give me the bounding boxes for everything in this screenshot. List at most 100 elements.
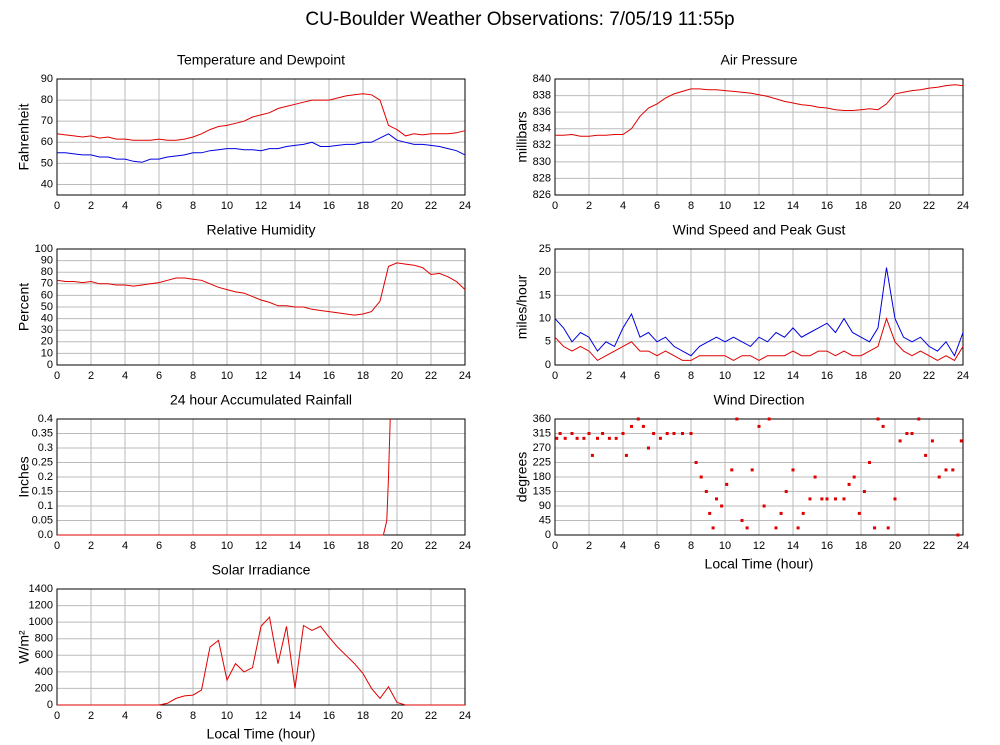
data-point <box>813 475 817 479</box>
data-line <box>56 262 466 316</box>
x-tick-label: 10 <box>221 710 233 722</box>
y-tick-label: 30 <box>41 324 53 336</box>
y-tick-label: 225 <box>533 456 551 468</box>
x-tick-label: 10 <box>719 200 731 212</box>
x-tick-label: 22 <box>425 200 437 212</box>
x-tick-label: 6 <box>156 200 162 212</box>
data-point <box>745 526 749 530</box>
data-point <box>699 475 703 479</box>
data-point <box>868 461 871 464</box>
y-tick-label: 0 <box>47 699 53 711</box>
x-tick-label: 12 <box>255 540 267 552</box>
y-tick-label: 90 <box>41 73 53 85</box>
x-tick-label: 6 <box>156 540 162 552</box>
y-tick-label: 20 <box>539 266 551 278</box>
plot-frame <box>56 588 466 706</box>
data-line <box>57 133 466 163</box>
data-point <box>944 468 948 472</box>
x-tick-label: 24 <box>459 540 471 552</box>
data-point <box>876 417 880 421</box>
data-point <box>762 504 766 508</box>
data-point <box>555 436 559 440</box>
chart-title: Wind Direction <box>713 392 804 408</box>
x-tick-label: 16 <box>323 710 335 722</box>
data-point <box>820 497 824 501</box>
x-tick-label: 18 <box>357 200 369 212</box>
x-tick-label: 20 <box>391 710 403 722</box>
x-tick-label: 10 <box>221 540 233 552</box>
chart-title: Temperature and Dewpoint <box>177 52 345 68</box>
data-point <box>917 417 921 421</box>
x-tick-label: 2 <box>586 370 592 382</box>
x-tick-label: 2 <box>88 540 94 552</box>
x-axis-label: Local Time (hour) <box>207 726 316 742</box>
y-tick-label: 40 <box>41 178 53 190</box>
x-tick-label: 18 <box>357 540 369 552</box>
data-point <box>930 439 934 443</box>
y-tick-label: 0 <box>47 359 53 371</box>
x-tick-label: 14 <box>787 540 799 552</box>
x-tick-label: 0 <box>54 710 60 722</box>
chart: Temperature and DewpointFahrenheit405060… <box>16 52 471 212</box>
x-tick-label: 18 <box>357 710 369 722</box>
data-point <box>757 424 761 428</box>
data-point <box>665 432 669 435</box>
y-tick-label: 0.4 <box>38 413 53 425</box>
x-tick-label: 16 <box>323 540 335 552</box>
data-point <box>672 432 676 435</box>
data-point <box>808 497 812 501</box>
chart: Air Pressuremillibars8268288308328348368… <box>514 52 969 212</box>
x-tick-label: 8 <box>190 540 196 552</box>
page-title: CU-Boulder Weather Observations: 7/05/19… <box>305 9 734 30</box>
data-point <box>924 453 928 457</box>
x-tick-label: 12 <box>255 200 267 212</box>
y-tick-label: 70 <box>41 278 53 290</box>
chart-title: 24 hour Accumulated Rainfall <box>170 392 352 408</box>
y-tick-label: 15 <box>539 289 551 301</box>
y-tick-label: 834 <box>533 123 551 135</box>
x-tick-label: 18 <box>855 200 867 212</box>
x-tick-label: 14 <box>289 540 301 552</box>
data-point <box>704 490 708 493</box>
plot-frame <box>56 248 466 366</box>
x-tick-label: 10 <box>719 540 731 552</box>
x-tick-label: 14 <box>787 370 799 382</box>
data-point <box>725 482 729 486</box>
x-tick-label: 24 <box>957 370 969 382</box>
data-point <box>614 436 618 440</box>
x-tick-label: 20 <box>391 370 403 382</box>
y-tick-label: 0.25 <box>32 456 53 468</box>
x-tick-label: 4 <box>620 200 626 212</box>
x-tick-label: 18 <box>855 540 867 552</box>
x-tick-label: 12 <box>753 370 765 382</box>
data-point <box>607 436 611 440</box>
y-tick-label: 50 <box>41 301 53 313</box>
y-tick-label: 90 <box>539 500 551 512</box>
plot-frame <box>554 418 964 536</box>
data-point <box>801 511 805 515</box>
y-tick-label: 400 <box>35 666 53 678</box>
data-point <box>905 432 909 435</box>
y-tick-label: 50 <box>41 157 53 169</box>
data-point <box>582 436 586 440</box>
x-tick-label: 24 <box>957 200 969 212</box>
x-tick-label: 22 <box>923 540 935 552</box>
data-point <box>587 432 591 435</box>
x-tick-label: 6 <box>654 200 660 212</box>
x-tick-label: 8 <box>688 200 694 212</box>
data-point <box>750 468 754 472</box>
data-point <box>575 436 579 440</box>
data-point <box>647 446 650 450</box>
x-tick-label: 20 <box>391 540 403 552</box>
x-tick-label: 2 <box>586 540 592 552</box>
x-tick-label: 4 <box>122 370 128 382</box>
x-tick-label: 0 <box>552 200 558 212</box>
data-point <box>852 475 856 479</box>
chart: 24 hour Accumulated Rainfall Inches 0.0 0.0… <box>16 392 471 552</box>
x-tick-label: 14 <box>289 200 301 212</box>
x-tick-label: 22 <box>923 200 935 212</box>
x-tick-label: 12 <box>255 370 267 382</box>
x-tick-label: 14 <box>289 370 301 382</box>
data-point <box>937 475 941 479</box>
